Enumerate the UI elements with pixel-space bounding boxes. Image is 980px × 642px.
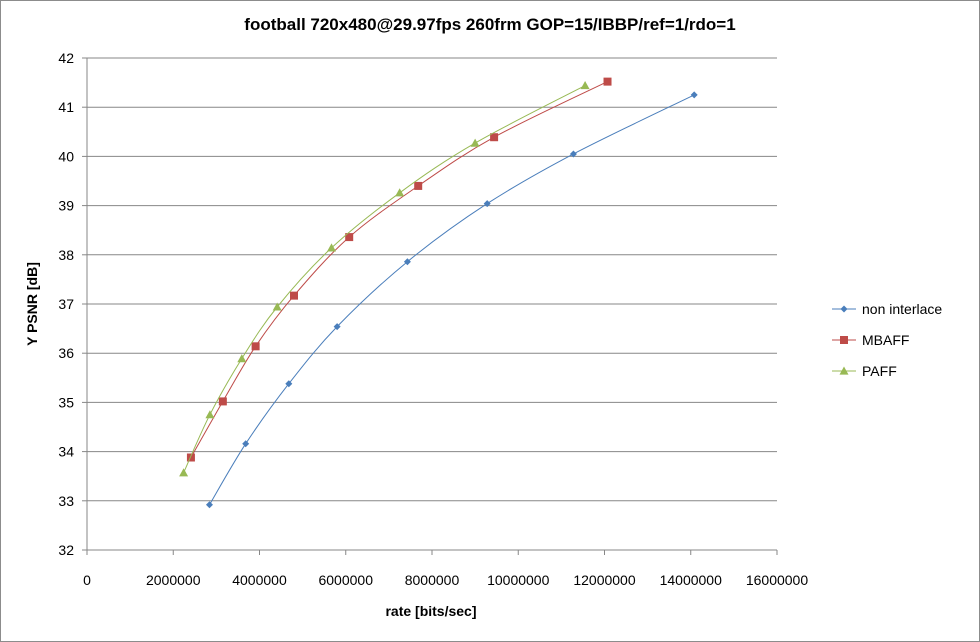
x-tick-label: 14000000 (660, 572, 723, 588)
data-point-paff (272, 302, 282, 311)
y-tick-label: 39 (58, 198, 74, 214)
legend-item-non-interlace: non interlace (832, 301, 942, 317)
y-tick-label: 41 (58, 99, 74, 115)
series-non-interlace (205, 91, 698, 509)
y-tick-label: 42 (58, 50, 74, 66)
y-tick-label: 37 (58, 296, 74, 312)
data-point-paff (205, 410, 215, 419)
legend-item-mbaff: MBAFF (832, 332, 909, 348)
data-point-non-interlace (205, 501, 213, 509)
x-tick-label: 2000000 (146, 572, 201, 588)
series-line-paff (183, 85, 586, 474)
series-line-mbaff (190, 81, 608, 458)
x-axis-label: rate [bits/sec] (385, 603, 476, 619)
data-point-mbaff (186, 453, 195, 462)
y-tick-label: 38 (58, 247, 74, 263)
x-tick-label: 8000000 (405, 572, 460, 588)
data-point-paff (179, 468, 189, 477)
data-point-non-interlace (483, 200, 491, 208)
data-point-mbaff (414, 181, 423, 190)
data-point-mbaff (603, 77, 612, 86)
legend-item-paff: PAFF (832, 363, 897, 379)
y-tick-label: 35 (58, 394, 74, 410)
y-tick-label: 40 (58, 148, 74, 164)
data-point-non-interlace (690, 91, 698, 99)
data-point-paff (470, 138, 480, 147)
data-point-mbaff (490, 133, 499, 142)
data-point-paff (237, 354, 247, 363)
x-tick-label: 10000000 (487, 572, 550, 588)
data-point-mbaff (345, 233, 354, 242)
data-point-mbaff (218, 397, 227, 406)
y-tick-label: 32 (58, 542, 74, 558)
data-point-mbaff (290, 291, 298, 300)
legend-label-non-interlace: non interlace (862, 301, 942, 317)
data-point-non-interlace (333, 323, 341, 331)
y-tick-label: 36 (58, 345, 74, 361)
legend-marker-paff (839, 366, 849, 375)
x-tick-label: 6000000 (318, 572, 373, 588)
x-tick-label: 0 (83, 572, 91, 588)
x-tick-label: 12000000 (573, 572, 636, 588)
data-point-paff (580, 81, 590, 90)
legend: non interlace MBAFF PAFF (832, 301, 942, 379)
data-point-paff (395, 188, 405, 197)
data-point-non-interlace (285, 380, 293, 388)
legend-label-paff: PAFF (862, 363, 897, 379)
y-tick-label: 33 (58, 493, 74, 509)
legend-label-mbaff: MBAFF (862, 332, 909, 348)
x-axis-ticks: 0 2000000 4000000 6000000 8000000 10000000 120… (83, 550, 808, 588)
gridlines (87, 57, 777, 502)
data-point-non-interlace (242, 440, 250, 448)
y-axis-label: Y PSNR [dB] (24, 262, 40, 346)
data-point-non-interlace (403, 258, 411, 266)
data-point-mbaff (251, 342, 260, 351)
legend-marker-mbaff (840, 336, 848, 344)
x-tick-label: 16000000 (746, 572, 809, 588)
series-layer (179, 77, 698, 509)
data-point-non-interlace (569, 150, 577, 158)
legend-marker-non-interlace (840, 305, 848, 313)
y-tick-label: 34 (58, 444, 74, 460)
x-tick-label: 4000000 (232, 572, 287, 588)
data-point-paff (327, 243, 337, 252)
y-axis-ticks: 32 33 34 35 36 37 38 39 40 41 42 (58, 50, 87, 558)
series-mbaff (186, 77, 612, 462)
series-paff (179, 81, 590, 477)
chart-title: football 720x480@29.97fps 260frm GOP=15/… (244, 15, 735, 34)
